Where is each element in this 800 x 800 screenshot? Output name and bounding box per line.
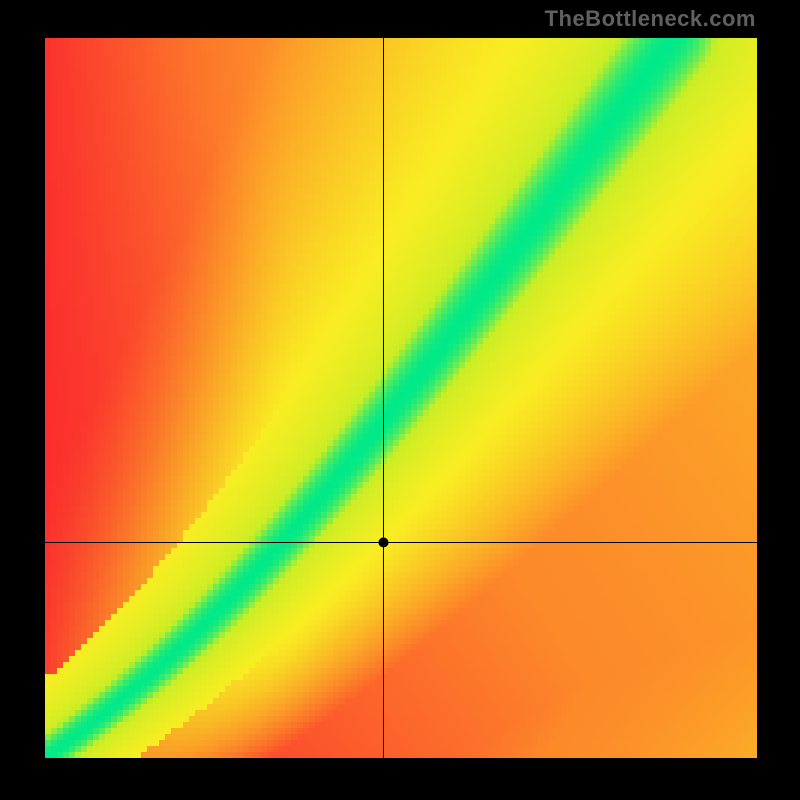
watermark-text: TheBottleneck.com [545,6,756,32]
bottleneck-heatmap [45,38,757,758]
